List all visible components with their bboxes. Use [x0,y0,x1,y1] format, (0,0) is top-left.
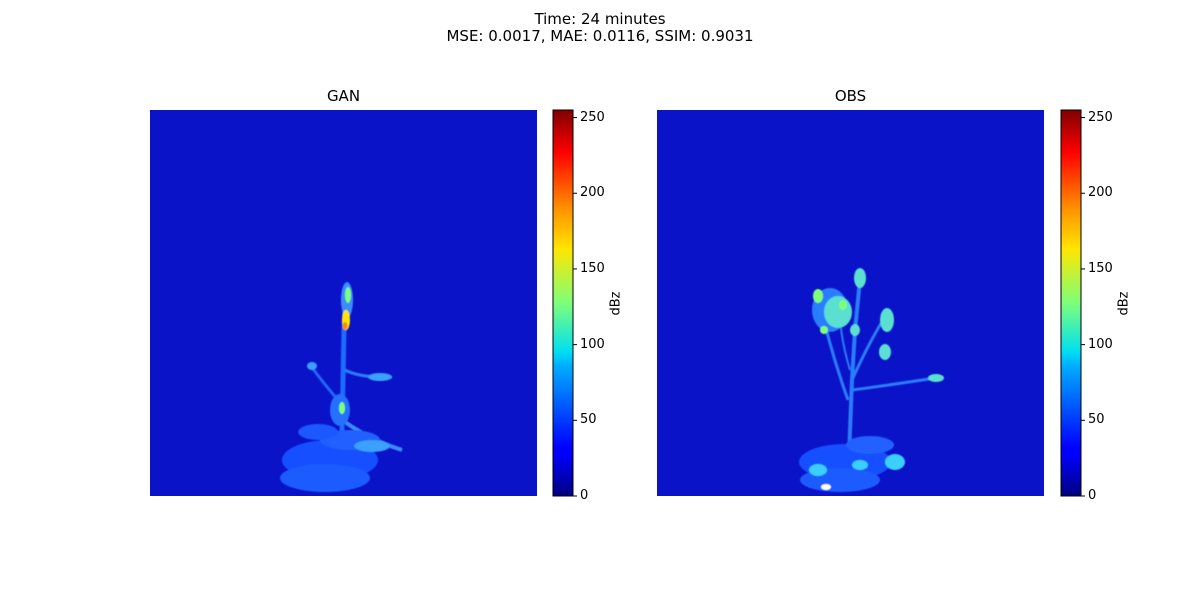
colorbar-obs-label: dBz [1116,291,1132,316]
colorbar-gan [552,109,577,497]
colorbar-tick-label: 0 [1088,488,1097,503]
plant-gan [280,282,403,492]
colorbar-tick-label: 50 [1088,412,1105,428]
colorbar-tick-label: 250 [1088,109,1113,125]
colorbar-tick-label: 0 [580,488,589,503]
panel-gan [150,110,537,496]
colorbar-tick-label: 50 [580,412,597,428]
colorbar-tick-label: 100 [1088,336,1113,352]
colorbar-tick-label: 150 [580,260,605,276]
colorbar-tick-label: 100 [580,336,605,352]
colorbar-gan-label: dBz [608,291,624,316]
colorbar-tick-label: 200 [1088,185,1113,201]
colorbar-tick-label: 250 [580,109,605,125]
colorbar-tick-label: 200 [580,185,605,201]
colorbar-obs [1060,109,1085,497]
colorbar-tick-label: 150 [1088,260,1113,276]
panel-title-gan: GAN [326,87,361,105]
panel-title-obs: OBS [834,87,867,105]
plant-obs [799,268,944,492]
figure-title-line2: MSE: 0.0017, MAE: 0.0116, SSIM: 0.9031 [446,27,754,45]
figure-title-line1: Time: 24 minutes [534,10,666,28]
panel-obs [657,110,1044,496]
